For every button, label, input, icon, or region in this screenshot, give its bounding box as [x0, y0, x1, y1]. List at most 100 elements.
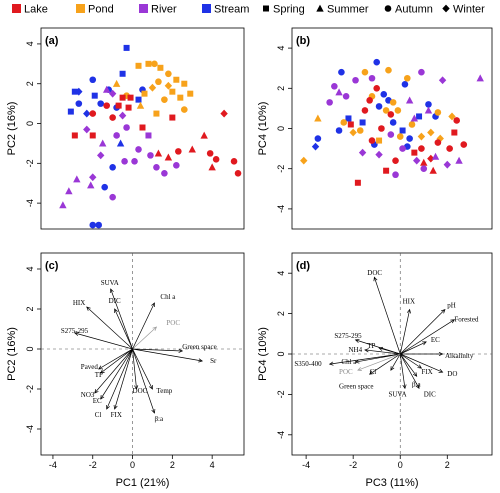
data-point-stream [359, 119, 366, 126]
arrowhead [100, 394, 105, 400]
loading-vector-forested [400, 319, 455, 355]
panel-2: (b) -4 -2 0 2 4 PC4 (10%) [257, 27, 493, 230]
arrowhead [86, 306, 91, 311]
panel-4: (d) -4 -2 0 2 4 -4 -2 0 2 PC4 (10%) PC3 (11%) DOC HIX… [257, 252, 493, 489]
data-point-river [476, 74, 484, 82]
y-tick-label: -2 [276, 165, 286, 173]
data-point-lake [420, 158, 428, 166]
x-tick-label: -4 [302, 460, 310, 470]
y-tick-label: 4 [276, 271, 286, 276]
data-point-pond [181, 80, 188, 87]
data-point-lake [378, 125, 385, 132]
vector-label-s275-295: S275-295 [61, 327, 89, 335]
loading-vector-no3 [94, 348, 133, 394]
data-point-pond [340, 119, 348, 126]
arrowhead [378, 346, 384, 351]
data-point-pond [151, 60, 158, 68]
data-point-pond [417, 132, 426, 141]
x-tick-label: 0 [398, 460, 403, 470]
data-point-lake [429, 166, 437, 174]
data-point-lake [109, 114, 116, 121]
x-axis-label: PC3 (11%) [366, 477, 419, 489]
y-tick-label: 4 [276, 46, 286, 51]
data-point-river [121, 158, 128, 165]
data-point-stream [311, 142, 320, 151]
data-point-river [358, 148, 367, 157]
data-point-stream [135, 96, 142, 103]
arrowhead [413, 372, 418, 377]
data-point-stream [123, 44, 130, 51]
y-tick-label: 2 [276, 311, 286, 316]
loading-vector-suva [110, 288, 133, 350]
loading-vector-chl-a [132, 302, 155, 350]
arrowhead [113, 404, 118, 410]
data-point-lake [230, 158, 238, 165]
data-point-river [424, 106, 433, 114]
data-point-lake [373, 85, 381, 92]
data-point-pond [349, 128, 357, 137]
panel-label: (b) [296, 35, 310, 47]
data-point-river [118, 111, 127, 120]
data-point-lake [206, 150, 214, 157]
data-point-pond [141, 90, 148, 97]
data-point-lake [154, 149, 163, 157]
x-tick-label: -2 [89, 460, 97, 470]
data-point-pond [173, 76, 180, 83]
x-tick-label: 4 [210, 460, 215, 470]
loading-vector-s275-295 [355, 339, 401, 355]
data-point-river [352, 76, 359, 84]
data-point-river [173, 162, 180, 169]
arrowhead [364, 348, 369, 353]
data-point-pond [135, 62, 142, 69]
legend: Lake Pond River Stream Spring Summer Autumn Win… [12, 4, 485, 16]
arrowhead [406, 308, 411, 314]
loading-vector-dic [114, 308, 133, 350]
legend-marker-winter [442, 4, 450, 13]
y-axis-label: PC4 (10%) [257, 327, 269, 381]
vector-label-fix: FIX [421, 368, 432, 376]
arrowhead [151, 408, 156, 414]
data-point-lake [119, 94, 126, 101]
data-point-river [342, 93, 350, 100]
loading-vector-hix [86, 306, 133, 350]
data-point-river [135, 146, 142, 153]
data-point-stream [67, 108, 74, 115]
data-point-pond [356, 127, 364, 134]
data-point-lake [418, 145, 425, 152]
data-point-pond [161, 96, 168, 103]
legend-swatch-lake [12, 4, 21, 13]
loading-vector-green-space [132, 348, 183, 352]
vector-label-doc: DOC [133, 387, 148, 395]
data-point-lake [387, 111, 395, 118]
data-point-stream [401, 80, 409, 88]
arrowhead [368, 370, 374, 375]
vector-label-suva: SUVA [388, 390, 406, 398]
legend-swatch-river [139, 4, 148, 13]
data-point-river [147, 152, 154, 159]
vector-label-dic: DIC [109, 297, 121, 305]
data-point-river [145, 132, 152, 139]
data-point-pond [169, 88, 176, 95]
data-point-pond [389, 99, 397, 106]
arrowhead [100, 369, 105, 374]
data-point-lake [354, 179, 361, 186]
data-point-lake [103, 102, 110, 109]
data-point-lake [427, 154, 435, 163]
y-axis-label: PC2 (16%) [6, 327, 18, 381]
arrowhead [109, 288, 114, 294]
data-point-lake [392, 157, 399, 164]
y-tick-label: 0 [25, 121, 35, 126]
loading-vector-fix [114, 348, 133, 410]
loading-vector-nh4 [364, 349, 401, 355]
vector-label-fix: FIX [111, 411, 122, 419]
data-point-river [97, 151, 105, 160]
loading-vector-paved [98, 348, 133, 370]
panel-label: (c) [45, 260, 59, 272]
vector-label-forested: Forested [454, 316, 479, 324]
data-point-stream [95, 221, 103, 229]
x-tick-label: 0 [130, 460, 135, 470]
y-tick-label: 4 [25, 41, 35, 46]
arrowhead [198, 358, 203, 363]
panels: (a) -4 -2 0 2 4 PC2 (16%) (b) -4 -2 0 2 4 PC4 (10%) (c… [6, 27, 493, 489]
data-point-lake [220, 109, 228, 118]
